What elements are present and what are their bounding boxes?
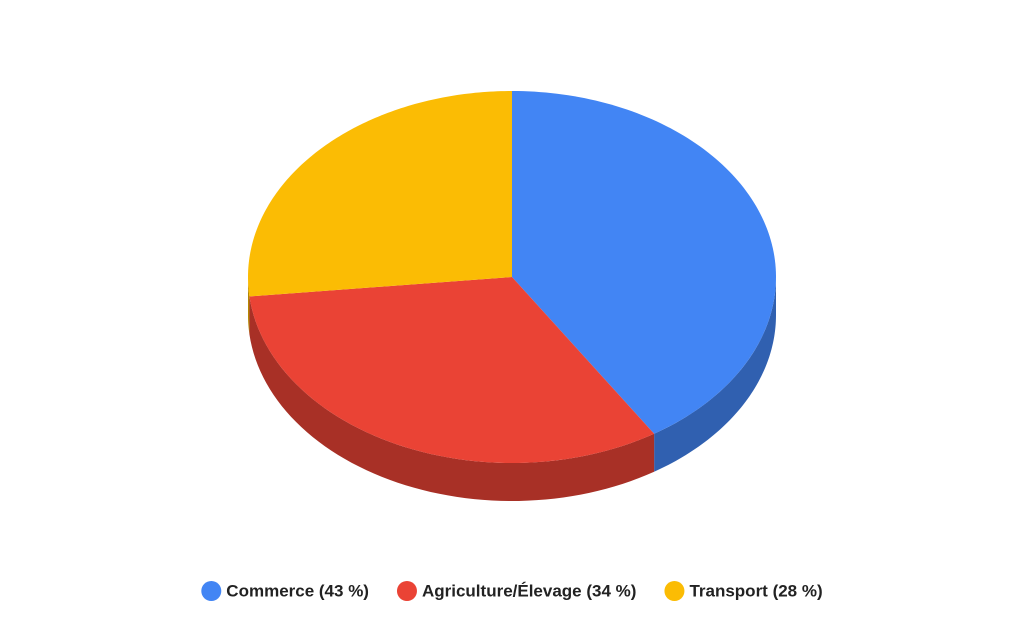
legend: Commerce (43 %) Agriculture/Élevage (34 %… xyxy=(201,581,823,601)
legend-label: Commerce (43 %) xyxy=(226,581,369,600)
legend-label: Transport (28 %) xyxy=(689,581,822,600)
legend-swatch xyxy=(201,581,222,601)
pie-side xyxy=(248,277,250,335)
legend-swatch xyxy=(396,581,417,601)
pie-slice xyxy=(248,91,512,297)
pie-side xyxy=(249,296,655,501)
legend-label: Agriculture/Élevage (34 %) xyxy=(422,581,636,600)
pie-slice xyxy=(249,277,655,463)
legend-swatch xyxy=(664,581,685,601)
pie-side xyxy=(654,277,776,472)
pie-slice xyxy=(512,91,776,434)
